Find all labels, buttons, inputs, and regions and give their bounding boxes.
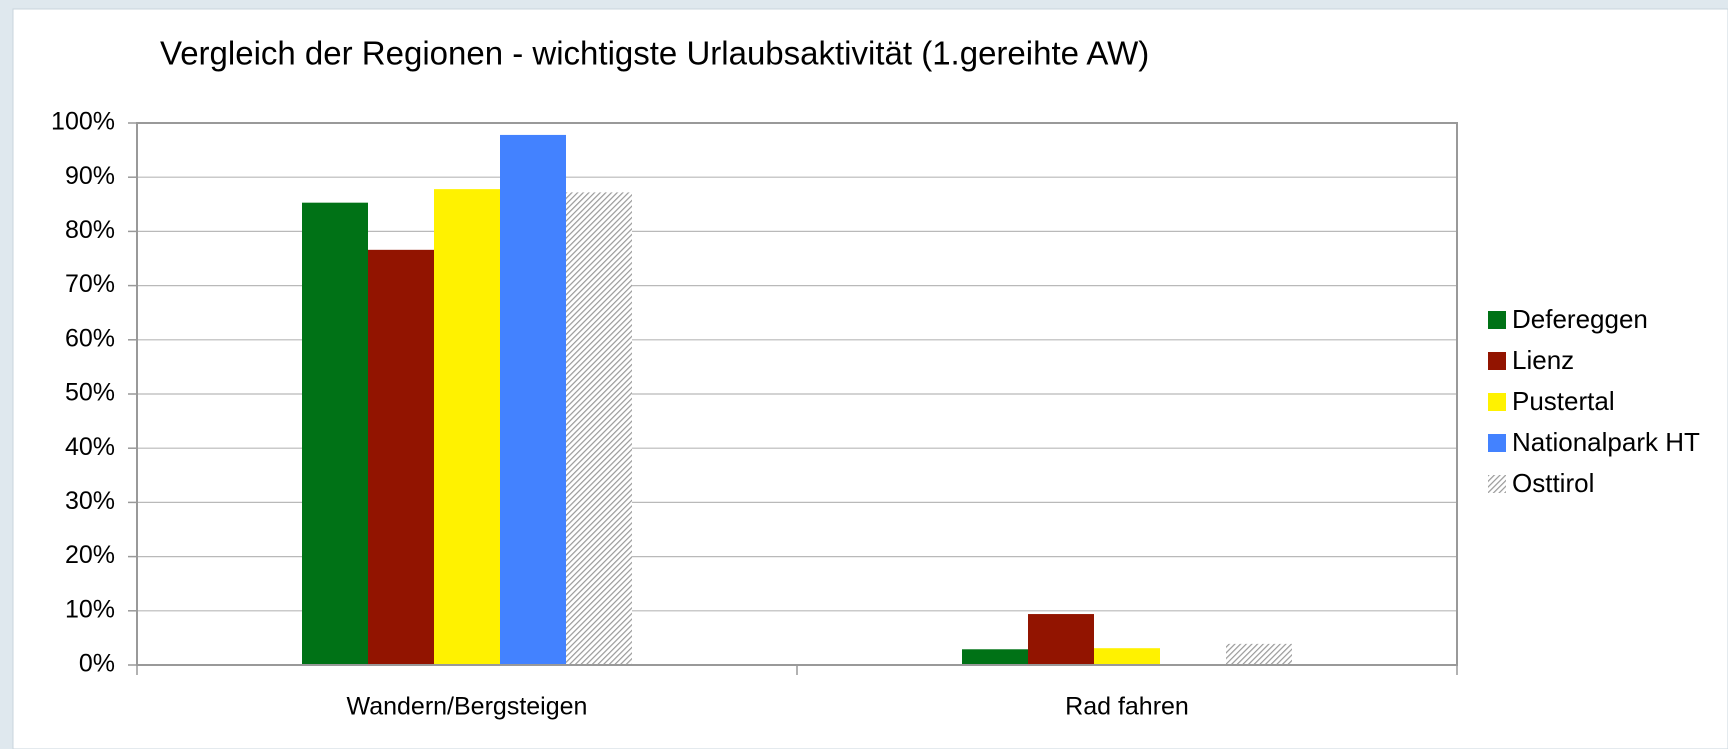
y-tick-label: 20% xyxy=(65,541,115,569)
legend-swatch xyxy=(1488,352,1506,370)
legend-label: Nationalpark HT xyxy=(1512,427,1700,457)
x-tick-label: Rad fahren xyxy=(1065,693,1189,721)
y-tick-label: 30% xyxy=(65,487,115,515)
y-tick-label: 40% xyxy=(65,433,115,461)
bar xyxy=(302,202,368,665)
legend-label: Defereggen xyxy=(1512,304,1648,334)
legend-swatch xyxy=(1488,475,1506,493)
bar xyxy=(566,192,632,665)
legend-label: Pustertal xyxy=(1512,386,1615,416)
legend-swatch xyxy=(1488,311,1506,329)
bar xyxy=(962,649,1028,665)
y-tick-label: 10% xyxy=(65,595,115,623)
bar xyxy=(1028,614,1094,665)
bar xyxy=(434,189,500,665)
legend-label: Lienz xyxy=(1512,345,1574,375)
bar xyxy=(368,249,434,665)
y-tick-label: 90% xyxy=(65,162,115,190)
y-tick-label: 0% xyxy=(79,650,115,678)
bar xyxy=(1226,643,1292,665)
legend-swatch xyxy=(1488,434,1506,452)
chart-title: Vergleich der Regionen - wichtigste Urla… xyxy=(160,35,1149,72)
bar xyxy=(500,134,566,665)
y-tick-label: 60% xyxy=(65,324,115,352)
chart-background xyxy=(12,8,1728,749)
y-tick-label: 100% xyxy=(51,108,115,136)
legend-label: Osttirol xyxy=(1512,468,1594,498)
y-tick-label: 80% xyxy=(65,216,115,244)
x-tick-label: Wandern/Bergsteigen xyxy=(347,693,588,721)
y-tick-label: 50% xyxy=(65,379,115,407)
bar xyxy=(1094,648,1160,665)
y-tick-label: 70% xyxy=(65,270,115,298)
legend-swatch xyxy=(1488,393,1506,411)
